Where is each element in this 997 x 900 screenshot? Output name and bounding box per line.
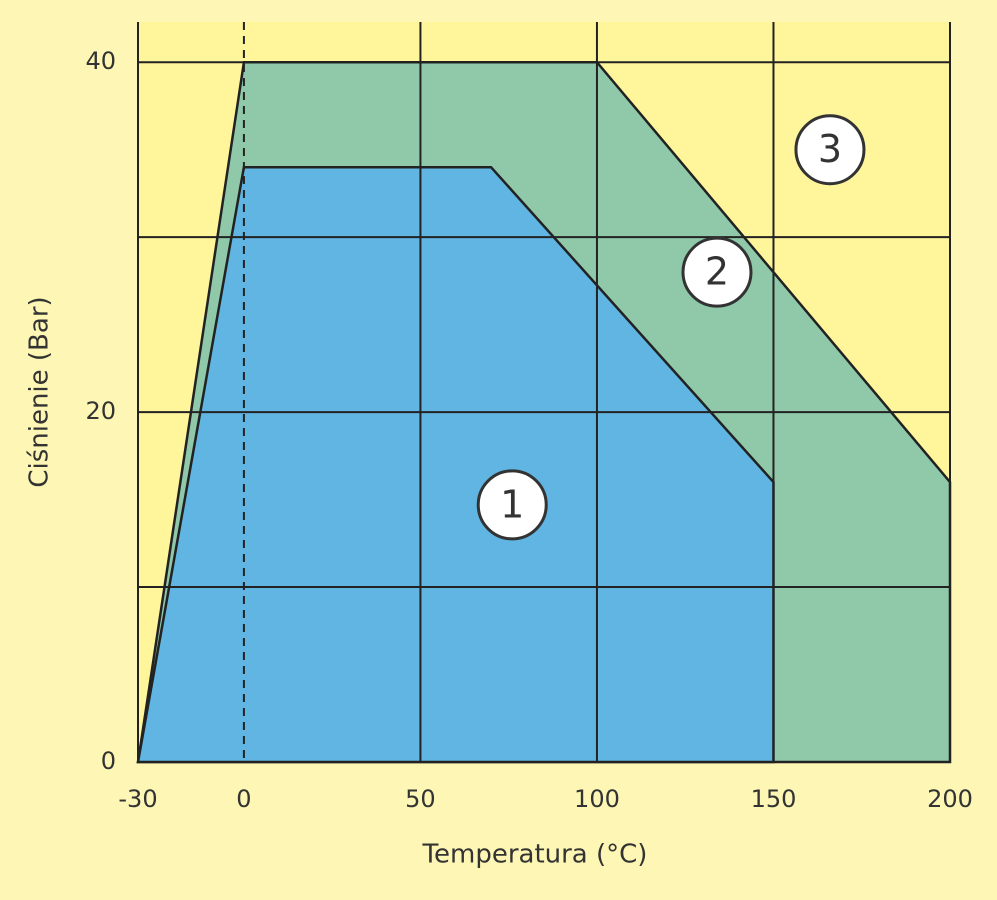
x-tick-label: 200 — [927, 785, 973, 813]
annotation-label: 1 — [500, 482, 524, 526]
y-tick-label: 40 — [85, 47, 116, 75]
annotation-circle — [681, 236, 753, 308]
x-axis-title: Temperatura (°C) — [422, 840, 648, 870]
y-tick-label: 20 — [85, 397, 116, 425]
x-tick-label: 150 — [751, 785, 797, 813]
annotation-circle — [476, 469, 548, 541]
annotation-label: 2 — [705, 250, 729, 294]
y-axis-title: Ciśnienie (Bar) — [25, 296, 55, 487]
x-tick-label: 0 — [236, 785, 251, 813]
x-tick-label: -30 — [118, 785, 157, 813]
x-tick-label: 50 — [405, 785, 436, 813]
annotation-circle — [794, 114, 866, 186]
x-tick-label: 100 — [574, 785, 620, 813]
annotation-label: 3 — [818, 127, 842, 171]
y-tick-label: 0 — [101, 747, 116, 775]
